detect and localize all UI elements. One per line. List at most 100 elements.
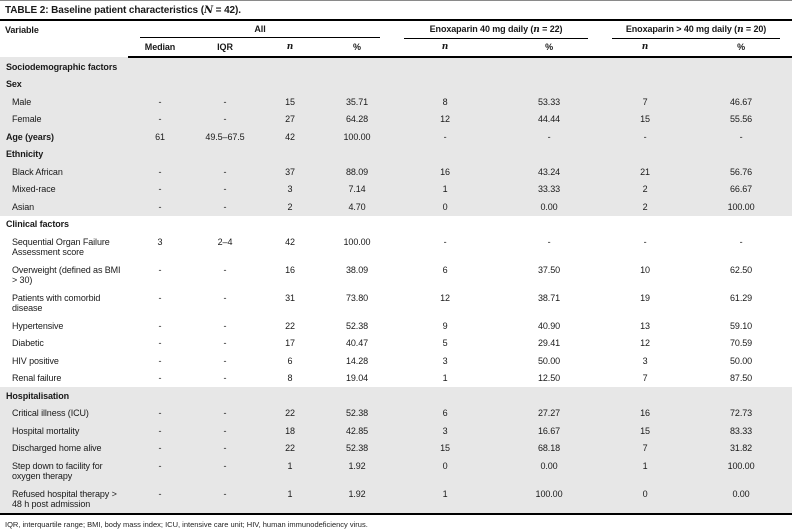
cell-value: 12.50: [538, 373, 561, 383]
cell-value: 0.00: [732, 488, 750, 499]
cell-value: 0: [442, 460, 448, 471]
cell-value: -: [158, 425, 162, 436]
cell-value: -: [158, 166, 162, 177]
cell-value: 66.67: [730, 184, 753, 194]
cell-value: 50.00: [538, 355, 561, 366]
cell-value: -: [223, 443, 227, 453]
cell-value: 50.00: [730, 355, 753, 366]
table-row: Diabetic - - 17 40.47 5 29.41 12 70.59: [0, 335, 792, 353]
cell-value: 3: [442, 355, 448, 366]
cell-value: 14.28: [345, 355, 369, 366]
table-footnote: IQR, interquartile range; BMI, body mass…: [5, 520, 368, 529]
table-row: Hospitalisation: [0, 387, 792, 405]
cell-value: 53.33: [538, 96, 561, 107]
cell-value: 61.29: [730, 292, 753, 303]
cell-value: 1: [442, 184, 448, 194]
cell-value: 0.00: [540, 201, 558, 212]
cell-value: 52.38: [345, 443, 369, 453]
cell-value: 31.82: [730, 443, 753, 453]
cell-value: -: [223, 184, 227, 194]
row-label: Hypertensive: [12, 320, 64, 331]
group-n-symbol: n: [737, 25, 744, 35]
cell-value: 64.28: [345, 114, 369, 124]
cell-value: 61: [155, 131, 165, 142]
cell-value: -: [158, 201, 162, 212]
cell-value: -: [158, 264, 162, 275]
subsection-header: Sex: [6, 79, 22, 89]
cell-value: -: [223, 96, 227, 107]
cell-value: 15: [640, 114, 650, 124]
cell-value: -: [223, 320, 227, 331]
cell-value: 42: [285, 131, 295, 142]
cell-value: -: [223, 264, 227, 275]
cell-value: -: [158, 338, 162, 348]
section-header: Sociodemographic factors: [6, 61, 118, 72]
cell-value: 3: [442, 425, 448, 436]
column-header-percent: %: [690, 39, 792, 58]
cell-value: 8: [287, 373, 293, 383]
column-header-row: Median IQR n% n% n%: [0, 39, 792, 58]
table-row: Step down to facility for oxygen therapy…: [0, 457, 792, 485]
column-group-header: All: [128, 21, 392, 39]
cell-value: 16: [440, 166, 450, 177]
cell-value: -: [158, 443, 162, 453]
row-label: Step down to facility for oxygen therapy: [12, 460, 103, 482]
table-row: Discharged home alive - - 22 52.38 15 68.18 7 31…: [0, 439, 792, 457]
table-title: TABLE 2: Baseline patient characteristic…: [0, 1, 792, 21]
cell-value: 44.44: [538, 114, 561, 124]
cell-value: 3: [157, 236, 163, 247]
cell-value: 1: [442, 488, 448, 499]
table-row: Hypertensive - - 22 52.38 9 40.90 13 59.10: [0, 317, 792, 335]
cell-value: 72.73: [730, 408, 753, 418]
cell-value: 15: [640, 425, 650, 436]
row-label: Renal failure: [12, 373, 62, 383]
cell-value: 3: [287, 184, 293, 194]
column-header-n: n: [600, 39, 691, 58]
cell-value: 38.09: [345, 264, 369, 275]
cell-value: 6: [442, 264, 448, 275]
cell-value: 31: [285, 292, 295, 303]
cell-value: 46.67: [730, 96, 753, 107]
cell-value: 16: [640, 408, 650, 418]
cell-value: 16: [285, 264, 295, 275]
row-label: Patients with comorbid disease: [12, 292, 101, 314]
row-label: Black African: [12, 166, 63, 177]
section-header: Clinical factors: [6, 219, 69, 229]
table-row: HIV positive - - 6 14.28 3 50.00 3 50.00: [0, 352, 792, 370]
cell-value: 18: [285, 425, 295, 436]
cell-value: 22: [285, 443, 295, 453]
cell-value: 100.00: [343, 131, 371, 142]
cell-value: 2: [642, 184, 648, 194]
cell-value: 68.18: [538, 443, 561, 453]
cell-value: 2: [287, 201, 293, 212]
cell-value: -: [643, 131, 647, 142]
row-label: Diabetic: [12, 338, 44, 348]
cell-value: 10: [640, 264, 650, 275]
cell-value: -: [158, 408, 162, 418]
row-label: Hospital mortality: [12, 425, 80, 436]
table-row: Sex: [0, 75, 792, 93]
cell-value: 27.27: [538, 408, 561, 418]
cell-value: 6: [287, 355, 293, 366]
cell-value: -: [158, 488, 162, 499]
cell-value: 40.90: [538, 320, 561, 331]
table-row: Age (years) 61 49.5–67.5 42 100.00 - - - -: [0, 128, 792, 146]
cell-value: -: [223, 166, 227, 177]
table-header: Variable All Enoxaparin 40 mg daily (n = 2…: [0, 21, 792, 58]
group-label: Enoxaparin 40 mg daily (: [429, 24, 534, 34]
cell-value: 55.56: [730, 114, 753, 124]
cell-value: 17: [285, 338, 295, 348]
table-row: Critical illness (ICU) - - 22 52.38 6 27.27 16 7…: [0, 404, 792, 422]
cell-value: 42.85: [345, 425, 369, 436]
cell-value: 40.47: [345, 338, 369, 348]
cell-value: 1: [287, 488, 293, 499]
cell-value: -: [643, 236, 647, 247]
cell-value: 15: [285, 96, 295, 107]
cell-value: 38.71: [538, 292, 561, 303]
cell-value: 37: [285, 166, 295, 177]
group-label-suffix: = 22): [539, 24, 563, 34]
table-row: Female - - 27 64.28 12 44.44 15 55.56: [0, 110, 792, 128]
section-header: Hospitalisation: [6, 390, 70, 401]
cell-value: 59.10: [730, 320, 753, 331]
